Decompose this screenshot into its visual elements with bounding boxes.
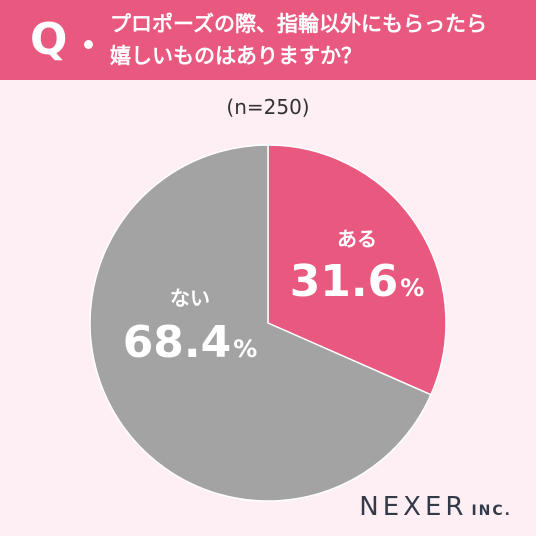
- question-line-2: 嬉しいものはありますか？: [110, 44, 362, 68]
- brand-logo: NEXER INC.: [359, 492, 512, 522]
- question-text: プロポーズの際、指輪以外にもらったら 嬉しいものはありますか？: [110, 8, 530, 72]
- pie-slice-yes: [267, 144, 447, 396]
- brand-name: NEXER: [359, 492, 468, 522]
- sample-size-note: (n=250): [226, 95, 310, 119]
- slice-category-label: ある: [337, 227, 377, 251]
- question-banner: Q プロポーズの際、指輪以外にもらったら 嬉しいものはありますか？: [0, 0, 536, 80]
- question-line-1: プロポーズの際、指輪以外にもらったら: [110, 12, 487, 36]
- brand-suffix: INC.: [471, 503, 512, 519]
- question-mark-letter: Q: [30, 14, 68, 65]
- slice-value-label: 68.4%: [123, 317, 258, 368]
- slice-value-label: 31.6%: [290, 256, 425, 307]
- q-dot-icon: [84, 40, 93, 49]
- pie-slice-no: [89, 144, 432, 502]
- slice-category-label: ない: [170, 286, 210, 310]
